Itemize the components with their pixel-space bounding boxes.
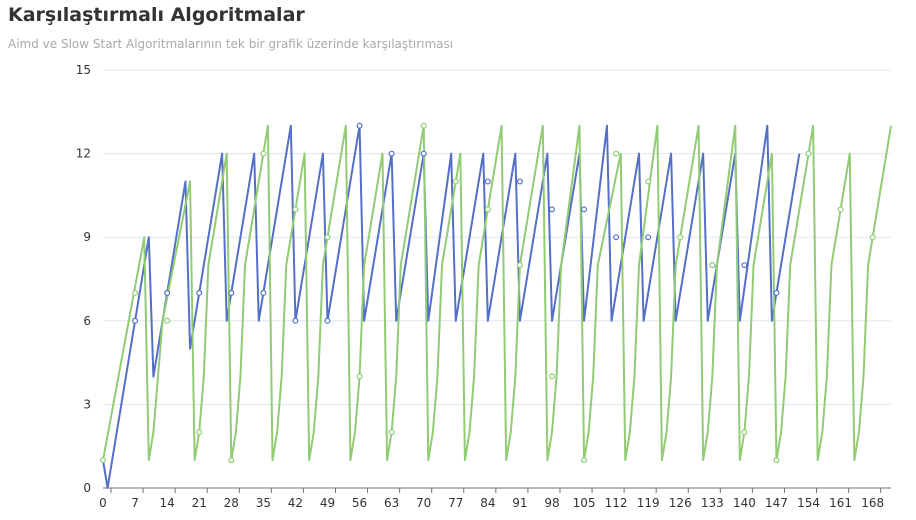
data-point-series-2[interactable] (356, 373, 363, 380)
data-point-series-1[interactable] (228, 289, 235, 296)
y-tick-label: 12 (76, 147, 91, 161)
data-point-series-2[interactable] (228, 457, 235, 464)
data-point-series-1[interactable] (741, 262, 748, 269)
data-point-series-2[interactable] (484, 206, 491, 213)
y-tick-label: 9 (83, 230, 91, 244)
data-point-series-2[interactable] (581, 457, 588, 464)
x-tick-label: 105 (573, 496, 596, 510)
x-tick-label: 28 (224, 496, 239, 510)
series-line-2 (102, 124, 892, 462)
x-tick-label: 49 (320, 496, 335, 510)
data-point-series-1[interactable] (388, 150, 395, 157)
data-point-series-2[interactable] (516, 262, 523, 269)
data-point-series-1[interactable] (581, 206, 588, 213)
data-point-series-1[interactable] (132, 317, 139, 324)
grid-lines (103, 69, 891, 405)
data-point-series-2[interactable] (709, 262, 716, 269)
data-point-series-1[interactable] (548, 206, 555, 213)
data-point-series-1[interactable] (196, 289, 203, 296)
x-tick-label: 21 (192, 496, 207, 510)
data-point-series-1[interactable] (324, 317, 331, 324)
data-point-series-2[interactable] (741, 429, 748, 436)
series-layer (99, 122, 892, 489)
data-point-series-2[interactable] (645, 178, 652, 185)
x-tick-label: 133 (701, 496, 724, 510)
data-point-series-1[interactable] (356, 122, 363, 129)
y-tick-label: 6 (83, 314, 91, 328)
data-point-series-2[interactable] (869, 234, 876, 241)
data-point-series-1[interactable] (773, 289, 780, 296)
data-point-series-2[interactable] (548, 373, 555, 380)
y-tick-label: 0 (83, 481, 91, 495)
data-point-series-2[interactable] (420, 122, 427, 129)
data-point-series-1[interactable] (292, 317, 299, 324)
data-point-series-1[interactable] (613, 234, 620, 241)
data-point-series-2[interactable] (452, 178, 459, 185)
data-point-series-2[interactable] (164, 317, 171, 324)
x-tick-label: 0 (99, 496, 107, 510)
y-tick-label: 3 (83, 397, 91, 411)
data-point-series-2[interactable] (292, 206, 299, 213)
x-tick-label: 84 (480, 496, 495, 510)
data-point-series-2[interactable] (260, 150, 267, 157)
data-point-series-2[interactable] (837, 206, 844, 213)
data-point-series-1[interactable] (484, 178, 491, 185)
data-point-series-2[interactable] (773, 457, 780, 464)
y-tick-label: 15 (76, 63, 91, 77)
x-tick-label: 14 (159, 496, 174, 510)
data-point-series-2[interactable] (324, 234, 331, 241)
x-tick-label: 63 (384, 496, 399, 510)
data-point-series-2[interactable] (99, 457, 106, 464)
x-tick-label: 119 (637, 496, 660, 510)
data-point-series-1[interactable] (516, 178, 523, 185)
data-point-series-2[interactable] (196, 429, 203, 436)
data-point-series-2[interactable] (613, 150, 620, 157)
data-point-series-1[interactable] (420, 150, 427, 157)
chart-title: Karşılaştırmalı Algoritmalar (8, 4, 305, 26)
x-tick-label: 112 (605, 496, 628, 510)
x-tick-label: 70 (416, 496, 431, 510)
x-tick-label: 168 (861, 496, 884, 510)
x-tick-label: 7 (131, 496, 139, 510)
data-point-series-1[interactable] (260, 289, 267, 296)
data-point-series-2[interactable] (132, 289, 139, 296)
y-axis: 0 3 6 9 12 15 (76, 63, 91, 495)
x-tick-label: 154 (797, 496, 820, 510)
x-axis: 0 7 14 21 28 35 42 49 56 63 70 77 84 91 98 105 112 119 126… (99, 487, 891, 510)
x-tick-label: 98 (544, 496, 559, 510)
x-tick-label: 91 (512, 496, 527, 510)
x-tick-label: 140 (733, 496, 756, 510)
x-tick-label: 126 (669, 496, 692, 510)
x-tick-label: 161 (829, 496, 852, 510)
data-point-series-2[interactable] (677, 234, 684, 241)
x-tick-label: 77 (448, 496, 463, 510)
x-tick-label: 42 (288, 496, 303, 510)
data-point-series-2[interactable] (805, 150, 812, 157)
data-point-series-1[interactable] (645, 234, 652, 241)
series-line-1 (102, 124, 801, 489)
data-point-series-2[interactable] (388, 429, 395, 436)
chart-subtitle: Aimd ve Slow Start Algoritmalarının tek … (8, 37, 454, 51)
x-tick-label: 56 (352, 496, 367, 510)
x-tick-label: 35 (256, 496, 271, 510)
x-tick-label: 147 (765, 496, 788, 510)
data-point-series-1[interactable] (164, 289, 171, 296)
